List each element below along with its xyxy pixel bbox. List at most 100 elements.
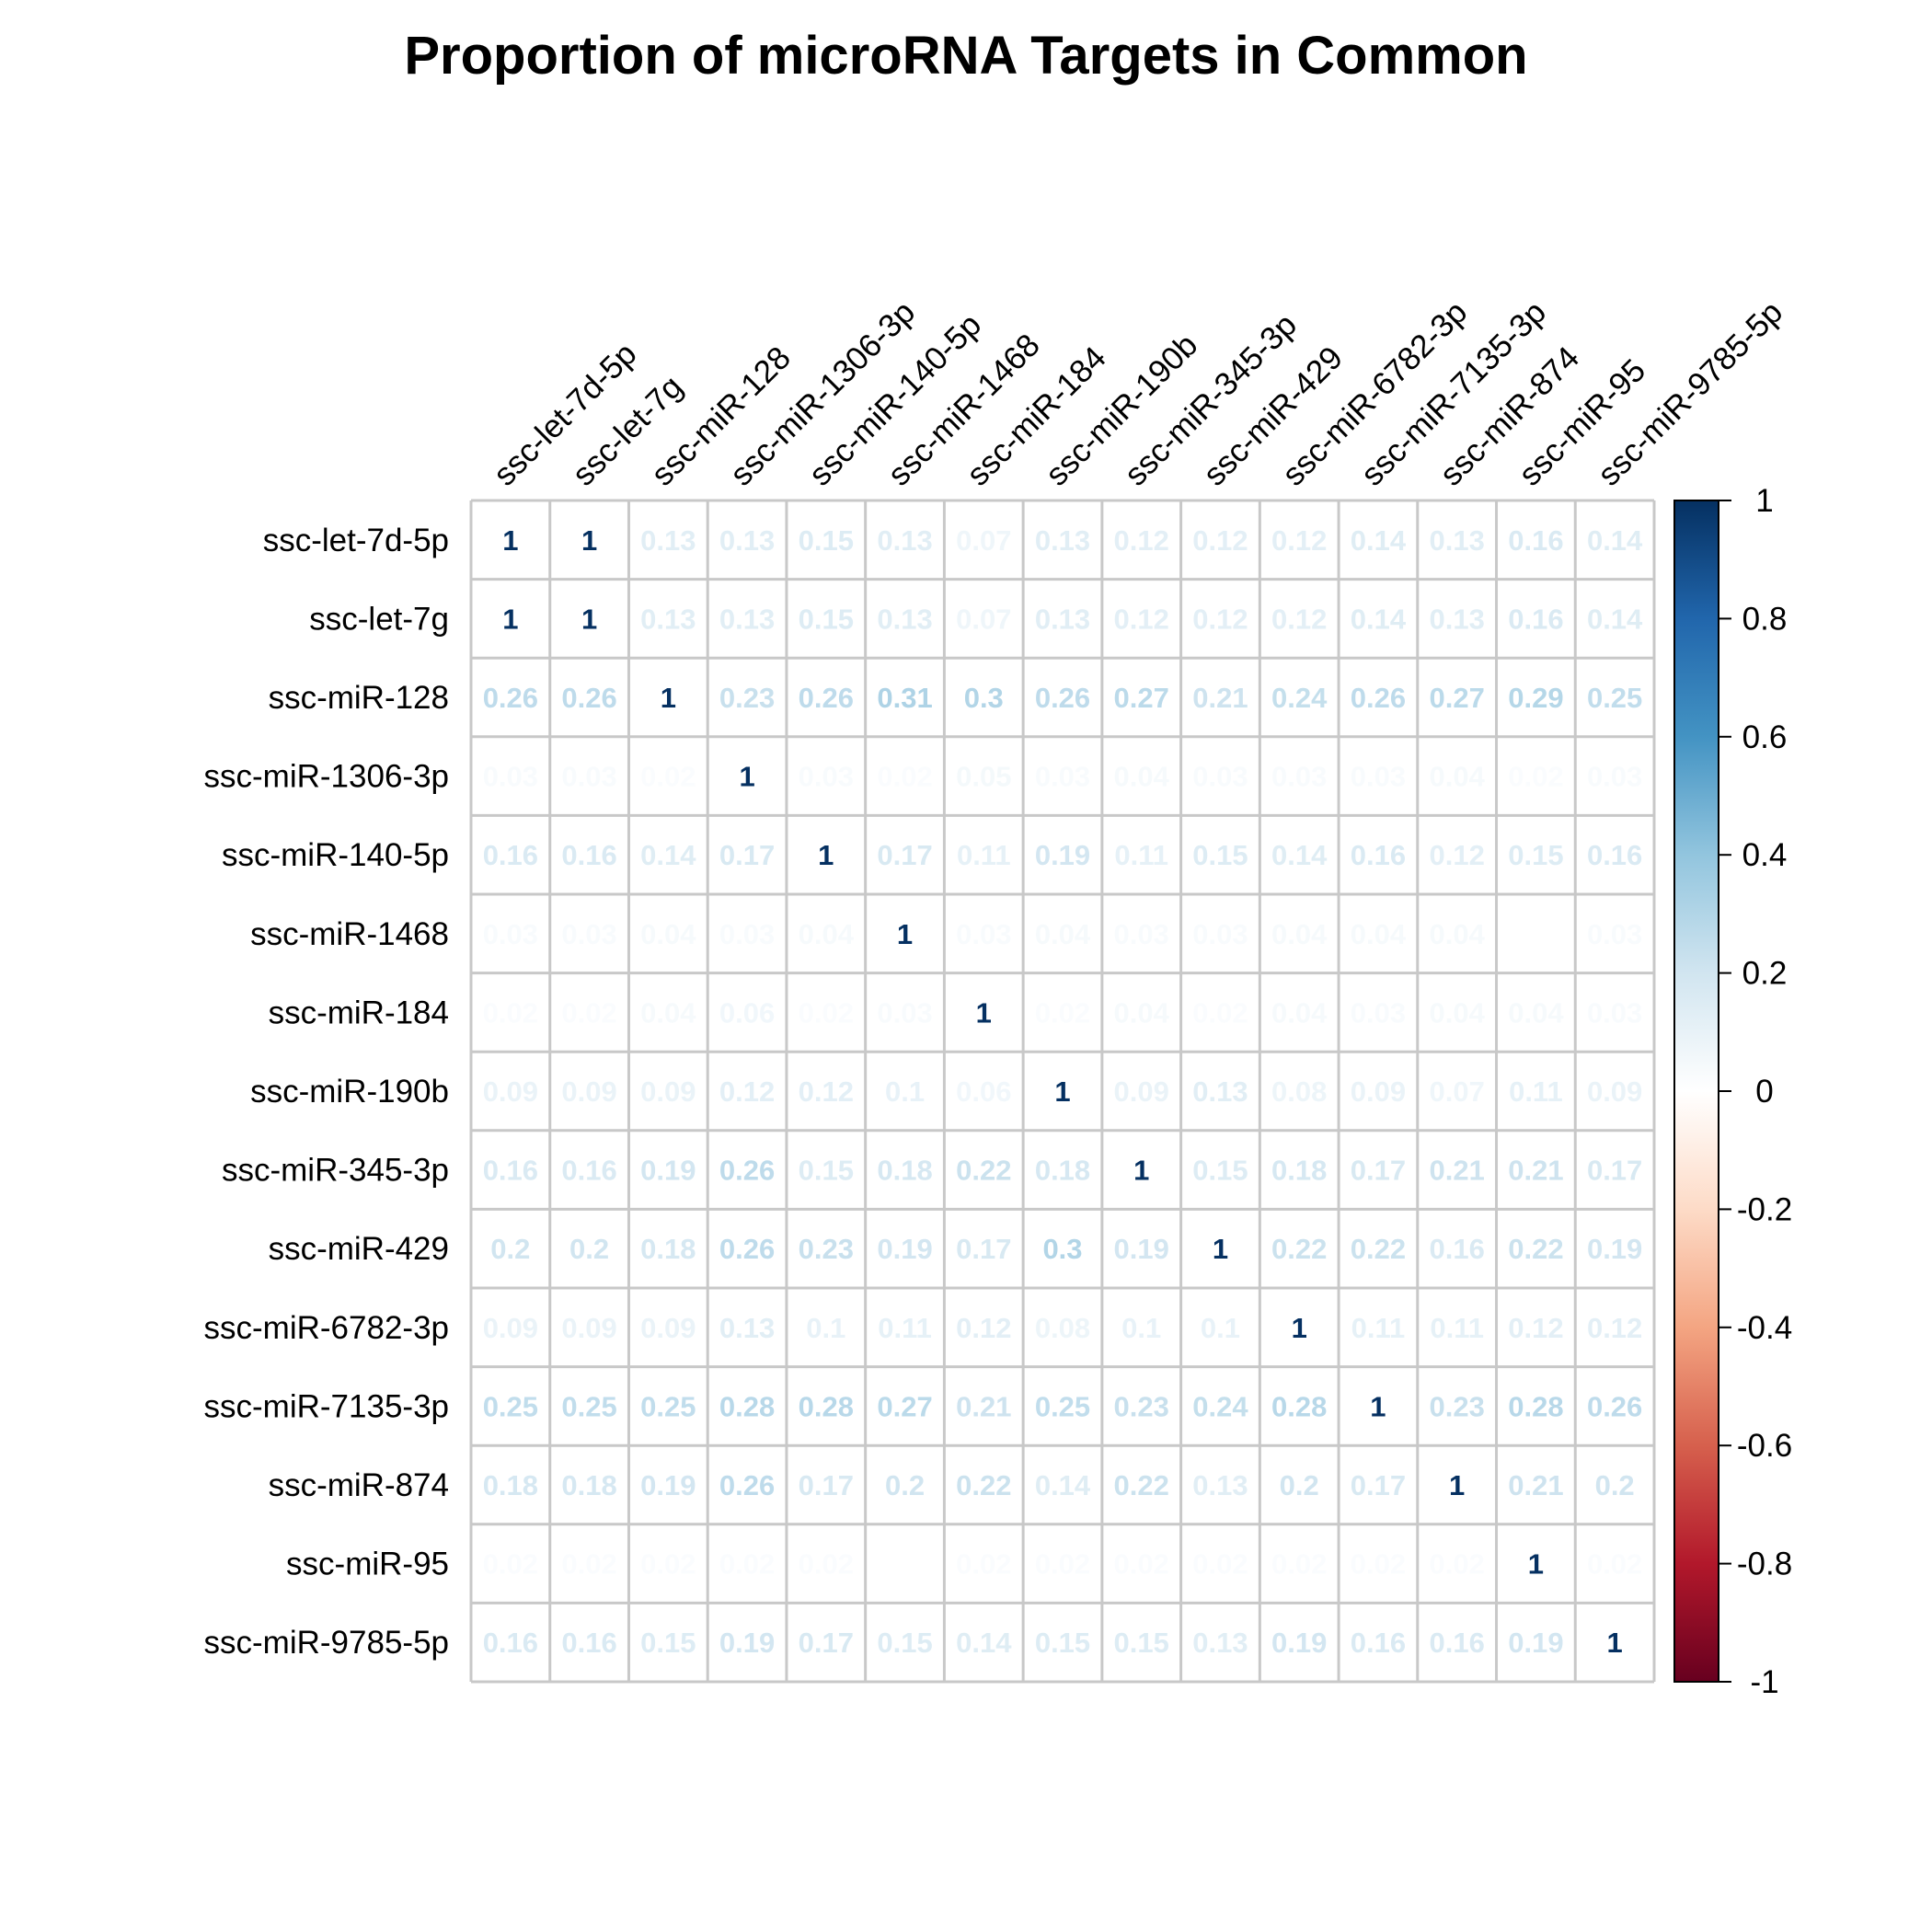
cell-value-label: 0.26 <box>719 1155 775 1187</box>
heatmap-cell <box>549 1288 629 1367</box>
cell-value-label: 0.17 <box>1351 1469 1406 1501</box>
heatmap-cell <box>1496 1524 1576 1604</box>
heatmap-cell <box>1180 1130 1260 1210</box>
heatmap-cell <box>1339 815 1418 894</box>
heatmap-cell <box>1339 1130 1418 1210</box>
heatmap-cell <box>707 500 787 580</box>
heatmap-cell <box>944 1130 1024 1210</box>
cell-value-label: 0.13 <box>640 524 696 557</box>
heatmap-cell <box>1180 1445 1260 1524</box>
heatmap-cell <box>471 894 550 973</box>
heatmap-cell <box>865 1209 945 1288</box>
cell-value-label: 0.04 <box>1271 918 1328 950</box>
cell-value-label: 0.18 <box>561 1469 616 1501</box>
heatmap-cell <box>549 500 629 580</box>
heatmap-cell <box>1023 579 1102 659</box>
heatmap-cell <box>865 1445 945 1524</box>
colorbar-tick-label: -0.8 <box>1737 1547 1792 1582</box>
cell-value-label: 0.3 <box>1042 1233 1082 1265</box>
heatmap-cell <box>865 658 945 737</box>
heatmap-cell <box>628 1288 708 1367</box>
cell-value-label: 0.19 <box>1508 1627 1563 1659</box>
cell-value-label: 0.12 <box>1508 1312 1563 1344</box>
cell-value-label: 0.16 <box>483 1627 538 1659</box>
heatmap-cell <box>707 1603 787 1682</box>
cell-value-label: 0.04 <box>1035 918 1091 950</box>
cell-value-label: 0.13 <box>1429 603 1484 635</box>
heatmap-cell <box>1575 1130 1654 1210</box>
heatmap-cell <box>944 500 1024 580</box>
cell-value-label: 1 <box>1054 1075 1070 1108</box>
heatmap-cell <box>471 1366 550 1446</box>
colorbar-tick-label: -0.6 <box>1737 1428 1792 1464</box>
heatmap-cell <box>707 1366 787 1446</box>
cell-value-label: 0.16 <box>1508 524 1563 557</box>
cell-value-label: 0.09 <box>483 1075 538 1108</box>
heatmap-cell <box>707 1524 787 1604</box>
heatmap-cell <box>628 972 708 1052</box>
cell-value-label: 0.13 <box>1035 524 1090 557</box>
heatmap-cell <box>1101 1366 1181 1446</box>
heatmap-cell <box>707 736 787 816</box>
heatmap-cell <box>786 579 866 659</box>
cell-value-label: 0.16 <box>1429 1627 1484 1659</box>
cell-value-label: 0.09 <box>561 1075 616 1108</box>
heatmap-cell <box>1339 894 1418 973</box>
heatmap-cell <box>1259 815 1340 894</box>
heatmap-cell <box>549 736 629 816</box>
cell-value-label: 0.3 <box>964 682 1004 714</box>
cell-value-label: 0.03 <box>956 918 1011 950</box>
heatmap-cell <box>549 658 629 737</box>
cell-value-label: 0.2 <box>1280 1469 1319 1501</box>
colorbar-legend: 1 0.8 0.6 0.4 0.2 0 -0.2 -0.4 -0.6 -0.8 -1 <box>1673 483 1792 1700</box>
cell-value-label: 0.09 <box>1587 1075 1642 1108</box>
heatmap-cell <box>1259 1603 1340 1682</box>
cell-value-label: 0.12 <box>956 1312 1011 1344</box>
heatmap-cell <box>707 894 787 973</box>
heatmap-cell <box>628 815 708 894</box>
heatmap-cell <box>1575 1603 1654 1682</box>
heatmap-cell <box>865 1524 945 1604</box>
cell-value-label: 0.02 <box>483 1548 538 1581</box>
heatmap-cell <box>944 579 1024 659</box>
heatmap-cell <box>471 736 550 816</box>
heatmap-cell <box>1496 658 1576 737</box>
cell-value-label: 0.17 <box>799 1469 854 1501</box>
cell-value-label: 0.18 <box>640 1233 696 1265</box>
heatmap-cell <box>1339 1052 1418 1131</box>
heatmap-cell <box>1259 1524 1340 1604</box>
cell-value-label: 0.04 <box>640 996 696 1029</box>
cell-value-label: 0.22 <box>956 1155 1011 1187</box>
heatmap-cell <box>1259 579 1340 659</box>
cell-value-label: 0.13 <box>1035 603 1090 635</box>
cell-value-label: 0.15 <box>799 603 854 635</box>
heatmap-cell <box>1180 500 1260 580</box>
cell-value-label: 0.1 <box>885 1075 925 1108</box>
cell-value-label: 0.08 <box>1035 1312 1090 1344</box>
cell-value-label: 0.04 <box>1114 996 1170 1029</box>
cell-value-label: 0.16 <box>1429 1233 1484 1265</box>
cell-value-label: 0 <box>1528 918 1544 950</box>
cell-value-label: 0.14 <box>1351 524 1407 557</box>
heatmap-cell <box>1496 1209 1576 1288</box>
heatmap-cell <box>786 1052 866 1131</box>
heatmap-cell <box>1023 1445 1102 1524</box>
cell-value-label: 0.16 <box>483 839 538 871</box>
heatmap-cell <box>1023 1288 1102 1367</box>
cell-value-label: 0.26 <box>1351 682 1406 714</box>
heatmap-cell <box>1180 736 1260 816</box>
cell-value-label: 0.19 <box>640 1469 696 1501</box>
heatmap-cell <box>549 1209 629 1288</box>
cell-value-label: 0.13 <box>877 524 932 557</box>
heatmap-cell <box>1180 1209 1260 1288</box>
cell-value-label: 0.26 <box>799 682 854 714</box>
heatmap-cell <box>865 1288 945 1367</box>
heatmap-cell <box>471 1130 550 1210</box>
cell-value-label: 0.14 <box>1587 524 1643 557</box>
heatmap-cell <box>1101 1130 1181 1210</box>
cell-value-label: 0.19 <box>1271 1627 1327 1659</box>
row-label: ssc-miR-95 <box>286 1547 449 1582</box>
cell-value-label: 1 <box>818 839 834 871</box>
cell-value-label: 0.02 <box>1508 761 1563 793</box>
cell-value-label: 0.02 <box>561 1548 616 1581</box>
